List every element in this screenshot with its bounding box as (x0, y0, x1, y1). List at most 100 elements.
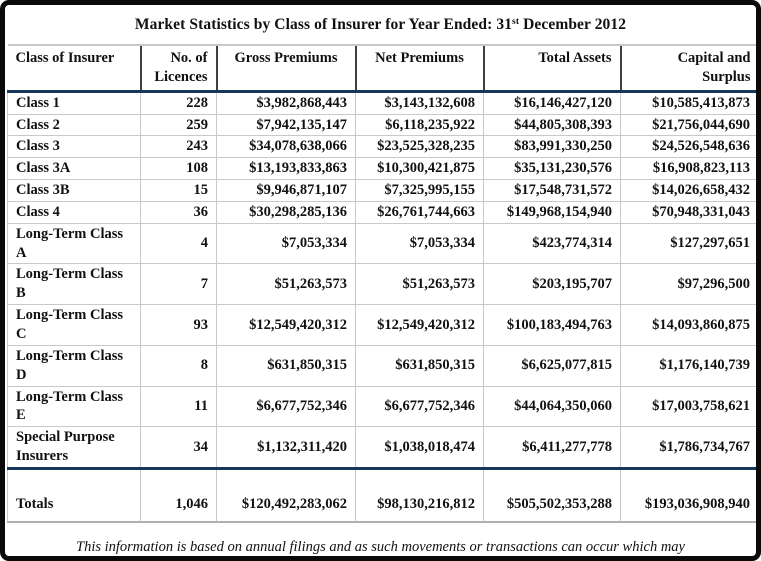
cell-gross: $12,549,420,312 (216, 304, 356, 346)
col-header-class-of-insurer: Class of Insurer (7, 43, 141, 93)
totals-net: $98,130,216,812 (355, 466, 484, 523)
totals-licences: 1,046 (140, 466, 217, 523)
cell-capital: $21,756,044,690 (620, 113, 756, 137)
cell-net: $26,761,744,663 (355, 200, 484, 224)
table-row-long-term-c: Long-Term Class C 93 $12,549,420,312 $12… (7, 304, 756, 346)
cell-licences: 108 (140, 157, 217, 181)
cell-gross: $51,263,573 (216, 263, 356, 306)
cell-net: $51,263,573 (355, 263, 484, 306)
cell-net: $23,525,328,235 (355, 135, 484, 159)
cell-gross: $1,132,311,420 (216, 426, 356, 470)
cell-gross: $7,053,334 (216, 222, 356, 265)
cell-net: $10,300,421,875 (355, 157, 484, 181)
cell-class: Class 3 (7, 135, 141, 159)
table-row-long-term-d: Long-Term Class D 8 $631,850,315 $631,85… (7, 344, 756, 387)
cell-class: Class 2 (7, 113, 141, 137)
cell-licences: 36 (140, 200, 217, 224)
table-row-class-1: Class 1 228 $3,982,868,443 $3,143,132,60… (7, 90, 756, 115)
cell-capital: $97,296,500 (620, 263, 756, 306)
cell-net: $1,038,018,474 (355, 426, 484, 470)
cell-licences: 34 (140, 426, 217, 470)
cell-net: $631,850,315 (355, 344, 484, 387)
table-row-class-4: Class 4 36 $30,298,285,136 $26,761,744,6… (7, 200, 756, 224)
header-row: Class of Insurer No. of Licences Gross P… (7, 43, 756, 93)
cell-class: Class 3A (7, 157, 141, 181)
cell-net: $6,677,752,346 (355, 385, 484, 428)
cell-assets: $83,991,330,250 (483, 135, 621, 159)
cell-net: $7,325,995,155 (355, 179, 484, 202)
col-header-gross-premiums: Gross Premiums (215, 43, 356, 93)
col-header-capital-surplus: Capital and Surplus (619, 43, 756, 93)
totals-capital: $193,036,908,940 (620, 466, 756, 523)
page-title: Market Statistics by Class of Insurer fo… (7, 5, 754, 44)
cell-gross: $631,850,315 (216, 344, 356, 387)
table-row-long-term-a: Long-Term Class A 4 $7,053,334 $7,053,33… (7, 222, 756, 265)
footnote: This information is based on annual fili… (7, 523, 754, 556)
col-header-total-assets: Total Assets (482, 43, 621, 93)
cell-class: Long-Term Class A (7, 222, 141, 265)
cell-licences: 4 (140, 222, 217, 265)
cell-assets: $423,774,314 (483, 222, 621, 265)
cell-gross: $3,982,868,443 (216, 90, 356, 115)
cell-gross: $30,298,285,136 (216, 200, 356, 224)
cell-capital: $10,585,413,873 (620, 90, 756, 115)
cell-assets: $6,625,077,815 (483, 344, 621, 387)
cell-class: Long-Term Class C (7, 304, 141, 346)
cell-net: $7,053,334 (355, 222, 484, 265)
title-superscript: st (512, 17, 520, 27)
cell-gross: $34,078,638,066 (216, 135, 356, 159)
cell-class: Long-Term Class E (7, 385, 141, 428)
cell-assets: $203,195,707 (483, 263, 621, 306)
table-row-long-term-e: Long-Term Class E 11 $6,677,752,346 $6,6… (7, 385, 756, 428)
table-row-class-2: Class 2 259 $7,942,135,147 $6,118,235,92… (7, 113, 756, 137)
market-statistics-table: Class of Insurer No. of Licences Gross P… (7, 43, 756, 523)
cell-class: Long-Term Class B (7, 263, 141, 306)
cell-licences: 93 (140, 304, 217, 346)
col-header-net-premiums: Net Premiums (354, 43, 484, 93)
cell-assets: $16,146,427,120 (483, 90, 621, 115)
totals-gross: $120,492,283,062 (216, 466, 356, 523)
cell-assets: $44,805,308,393 (483, 113, 621, 137)
title-text: Market Statistics by Class of Insurer fo… (134, 16, 513, 33)
cell-licences: 8 (140, 344, 217, 387)
cell-capital: $14,026,658,432 (620, 179, 756, 202)
cell-capital: $14,093,860,875 (620, 304, 756, 346)
totals-row: Totals 1,046 $120,492,283,062 $98,130,21… (7, 466, 756, 523)
cell-assets: $35,131,230,576 (483, 157, 621, 181)
cell-capital: $16,908,823,113 (620, 157, 756, 181)
cell-class: Class 4 (7, 200, 141, 224)
col-header-licences: No. of Licences (139, 43, 217, 93)
table-row-class-3a: Class 3A 108 $13,193,833,863 $10,300,421… (7, 157, 756, 181)
cell-net: $3,143,132,608 (355, 90, 484, 115)
totals-assets: $505,502,353,288 (483, 466, 621, 523)
cell-licences: 15 (140, 179, 217, 202)
cell-licences: 7 (140, 263, 217, 306)
cell-assets: $149,968,154,940 (483, 200, 621, 224)
cell-capital: $1,176,140,739 (620, 344, 756, 387)
cell-gross: $7,942,135,147 (216, 113, 356, 137)
table-row-long-term-b: Long-Term Class B 7 $51,263,573 $51,263,… (7, 263, 756, 306)
table-row-class-3: Class 3 243 $34,078,638,066 $23,525,328,… (7, 135, 756, 159)
cell-assets: $44,064,350,060 (483, 385, 621, 428)
cell-capital: $24,526,548,636 (620, 135, 756, 159)
table-row-class-3b: Class 3B 15 $9,946,871,107 $7,325,995,15… (7, 179, 756, 202)
cell-gross: $9,946,871,107 (216, 179, 356, 202)
cell-assets: $6,411,277,778 (483, 426, 621, 470)
cell-capital: $70,948,331,043 (620, 200, 756, 224)
totals-label: Totals (7, 466, 141, 523)
cell-assets: $100,183,494,763 (483, 304, 621, 346)
cell-gross: $6,677,752,346 (216, 385, 356, 428)
cell-licences: 259 (140, 113, 217, 137)
cell-capital: $17,003,758,621 (620, 385, 756, 428)
cell-licences: 228 (140, 90, 217, 115)
cell-class: Class 1 (7, 90, 141, 115)
cell-class: Special Purpose Insurers (7, 426, 141, 470)
cell-assets: $17,548,731,572 (483, 179, 621, 202)
cell-licences: 11 (140, 385, 217, 428)
table-row-special-purpose: Special Purpose Insurers 34 $1,132,311,4… (7, 426, 756, 470)
cell-capital: $127,297,651 (620, 222, 756, 265)
cell-licences: 243 (140, 135, 217, 159)
cell-gross: $13,193,833,863 (216, 157, 356, 181)
cell-net: $6,118,235,922 (355, 113, 484, 137)
footnote-line-1: This information is based on annual fili… (76, 538, 685, 555)
